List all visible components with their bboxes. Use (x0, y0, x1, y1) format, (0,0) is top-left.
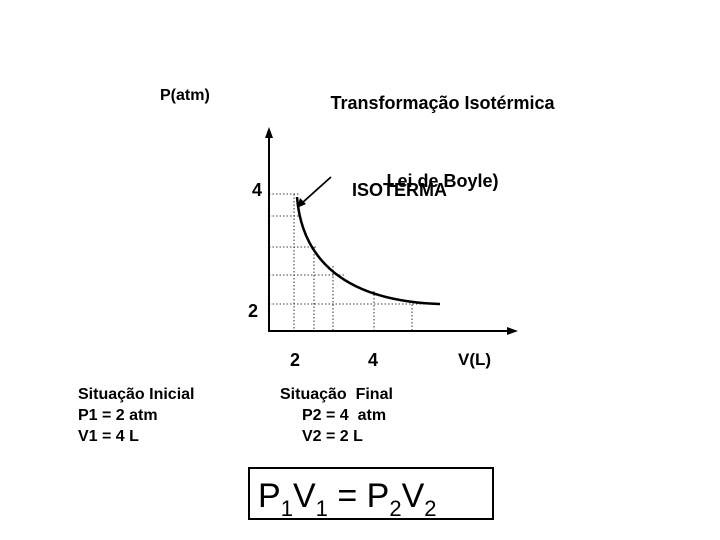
boyle-law-formula: P1V1 = P2V2 (248, 467, 494, 520)
formula-sub-2: 1 (315, 496, 328, 521)
x-tick-4: 4 (368, 350, 379, 370)
isoterma-label: ISOTERMA (352, 180, 448, 200)
x-tick-2: 2 (290, 350, 301, 370)
isotherm-curve (295, 196, 441, 306)
y-tick-2: 2 (248, 301, 259, 321)
title-line-2: Lei de Boyle) (386, 171, 499, 191)
formula-p2: P (366, 477, 390, 515)
x-axis-label: V(L) (458, 350, 492, 369)
final-state-pressure: P2 = 4 atm (302, 407, 387, 424)
final-state-volume: V2 = 2 L (302, 428, 363, 445)
initial-state-pressure: P1 = 2 atm (78, 407, 158, 424)
chart-title: Transformação Isotérmica Lei de Boyle) (300, 38, 585, 220)
initial-state: Situação Inicial P1 = 2 atm V1 = 4 L (78, 384, 194, 447)
final-state: Situação Final P2 = 4 atm V2 = 2 L (280, 384, 393, 447)
isoterma-pointer-arrowhead (297, 198, 306, 208)
formula-v1: V (292, 477, 316, 515)
formula-sub-4: 2 (424, 496, 437, 521)
y-axis-label: P(atm) (160, 87, 210, 104)
title-line-1: Transformação Isotérmica (330, 93, 555, 113)
y-tick-4: 4 (252, 180, 263, 200)
x-axis-arrowhead (507, 327, 518, 335)
formula-sub-3: 2 (389, 496, 402, 521)
formula-p1: P (258, 477, 281, 515)
formula-v2: V (401, 477, 425, 515)
isoterma-pointer-arrow (301, 176, 332, 204)
grid (269, 193, 440, 331)
formula-sub-1: 1 (280, 496, 293, 521)
initial-state-volume: V1 = 4 L (78, 428, 139, 445)
final-state-heading: Situação Final (280, 386, 393, 403)
formula-equals: = (327, 477, 367, 515)
y-axis-arrowhead (265, 127, 273, 138)
initial-state-heading: Situação Inicial (78, 386, 195, 403)
